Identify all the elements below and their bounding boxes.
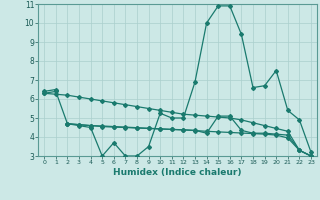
X-axis label: Humidex (Indice chaleur): Humidex (Indice chaleur) [113, 168, 242, 177]
